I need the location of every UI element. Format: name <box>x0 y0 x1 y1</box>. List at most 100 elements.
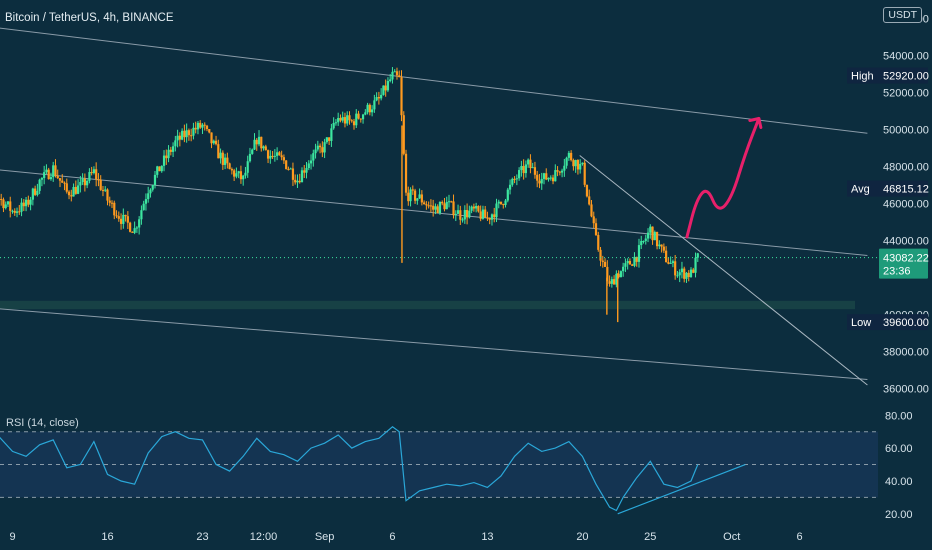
candle[interactable] <box>226 152 229 169</box>
candle[interactable] <box>346 111 349 126</box>
candle[interactable] <box>58 178 62 188</box>
candle[interactable] <box>463 205 466 224</box>
candle[interactable] <box>144 193 148 211</box>
candle[interactable] <box>104 186 107 193</box>
candle[interactable] <box>619 270 622 278</box>
candle[interactable] <box>572 158 575 171</box>
candle[interactable] <box>323 138 326 159</box>
descending-trend-line[interactable] <box>579 155 868 386</box>
candle[interactable] <box>99 175 102 191</box>
candle[interactable] <box>276 147 279 161</box>
candle[interactable] <box>149 188 152 198</box>
candle[interactable] <box>79 175 82 193</box>
candle[interactable] <box>176 129 179 148</box>
candle[interactable] <box>389 73 392 83</box>
candle[interactable] <box>70 189 73 202</box>
candle[interactable] <box>63 181 66 191</box>
candle[interactable] <box>38 178 41 195</box>
candle[interactable] <box>581 162 584 166</box>
candle[interactable] <box>493 207 496 223</box>
candle[interactable] <box>260 136 263 152</box>
candle[interactable] <box>115 210 118 219</box>
candle[interactable] <box>282 154 285 164</box>
candle[interactable] <box>436 204 439 214</box>
candle[interactable] <box>506 187 509 203</box>
candle[interactable] <box>95 162 98 187</box>
candle[interactable] <box>554 164 557 182</box>
candle[interactable] <box>488 217 491 225</box>
candle[interactable] <box>402 111 405 156</box>
candle[interactable] <box>67 190 71 200</box>
candle[interactable] <box>165 149 168 165</box>
candle[interactable] <box>210 132 213 149</box>
candle[interactable] <box>214 135 218 146</box>
candle[interactable] <box>9 196 12 218</box>
candle[interactable] <box>418 188 421 199</box>
projection-arrow[interactable] <box>685 116 761 239</box>
candle[interactable] <box>499 201 503 205</box>
candle[interactable] <box>563 158 566 177</box>
candle[interactable] <box>194 121 197 134</box>
candle[interactable] <box>685 271 688 283</box>
candle[interactable] <box>142 200 145 211</box>
candle[interactable] <box>235 167 238 179</box>
candle[interactable] <box>31 187 34 206</box>
candle[interactable] <box>11 209 14 214</box>
candle[interactable] <box>0 193 3 206</box>
candle[interactable] <box>585 184 589 198</box>
candle[interactable] <box>683 266 686 283</box>
candle[interactable] <box>574 159 577 173</box>
candle[interactable] <box>74 180 77 195</box>
candle[interactable] <box>377 91 380 105</box>
candle[interactable] <box>497 199 500 209</box>
candle[interactable] <box>481 205 485 220</box>
candle[interactable] <box>597 231 600 252</box>
candle[interactable] <box>355 109 358 129</box>
candle[interactable] <box>2 197 5 213</box>
candle[interactable] <box>110 200 114 209</box>
candle[interactable] <box>524 160 527 178</box>
candle[interactable] <box>352 118 356 130</box>
candle[interactable] <box>190 128 193 142</box>
candle[interactable] <box>325 137 328 144</box>
candle[interactable] <box>420 190 423 206</box>
candle[interactable] <box>393 69 396 73</box>
candle[interactable] <box>332 117 335 130</box>
candle[interactable] <box>203 122 206 131</box>
candle[interactable] <box>328 137 331 145</box>
candle[interactable] <box>536 170 539 188</box>
candle[interactable] <box>54 159 57 178</box>
candle[interactable] <box>558 170 561 176</box>
candle[interactable] <box>551 174 555 185</box>
candle[interactable] <box>97 173 100 187</box>
candle[interactable] <box>45 164 48 175</box>
candle[interactable] <box>382 85 385 96</box>
candle[interactable] <box>601 255 604 268</box>
candle[interactable] <box>140 205 143 225</box>
candle[interactable] <box>43 165 46 185</box>
candle[interactable] <box>138 216 141 235</box>
candle[interactable] <box>380 88 383 101</box>
candle[interactable] <box>502 203 505 209</box>
candle[interactable] <box>212 139 215 145</box>
candle[interactable] <box>669 256 672 264</box>
candle[interactable] <box>108 196 111 207</box>
candlestick-series[interactable] <box>0 67 699 323</box>
candle[interactable] <box>613 275 616 285</box>
candle[interactable] <box>689 267 693 278</box>
candle[interactable] <box>289 167 292 170</box>
candle[interactable] <box>24 196 28 212</box>
candle[interactable] <box>375 92 378 102</box>
candle[interactable] <box>540 172 543 190</box>
candle[interactable] <box>361 113 365 124</box>
candle[interactable] <box>318 143 322 154</box>
candle[interactable] <box>233 168 236 181</box>
candle[interactable] <box>398 70 401 78</box>
rsi-axis[interactable]: 20.00 40.00 60.00 80.00 <box>885 410 913 521</box>
price-axis[interactable]: 36000.0038000.0040000.0044000.0046000.00… <box>883 14 929 396</box>
candle[interactable] <box>156 165 159 178</box>
candle[interactable] <box>201 123 204 134</box>
candle[interactable] <box>27 195 30 208</box>
candle[interactable] <box>56 169 59 179</box>
candle[interactable] <box>223 153 227 170</box>
